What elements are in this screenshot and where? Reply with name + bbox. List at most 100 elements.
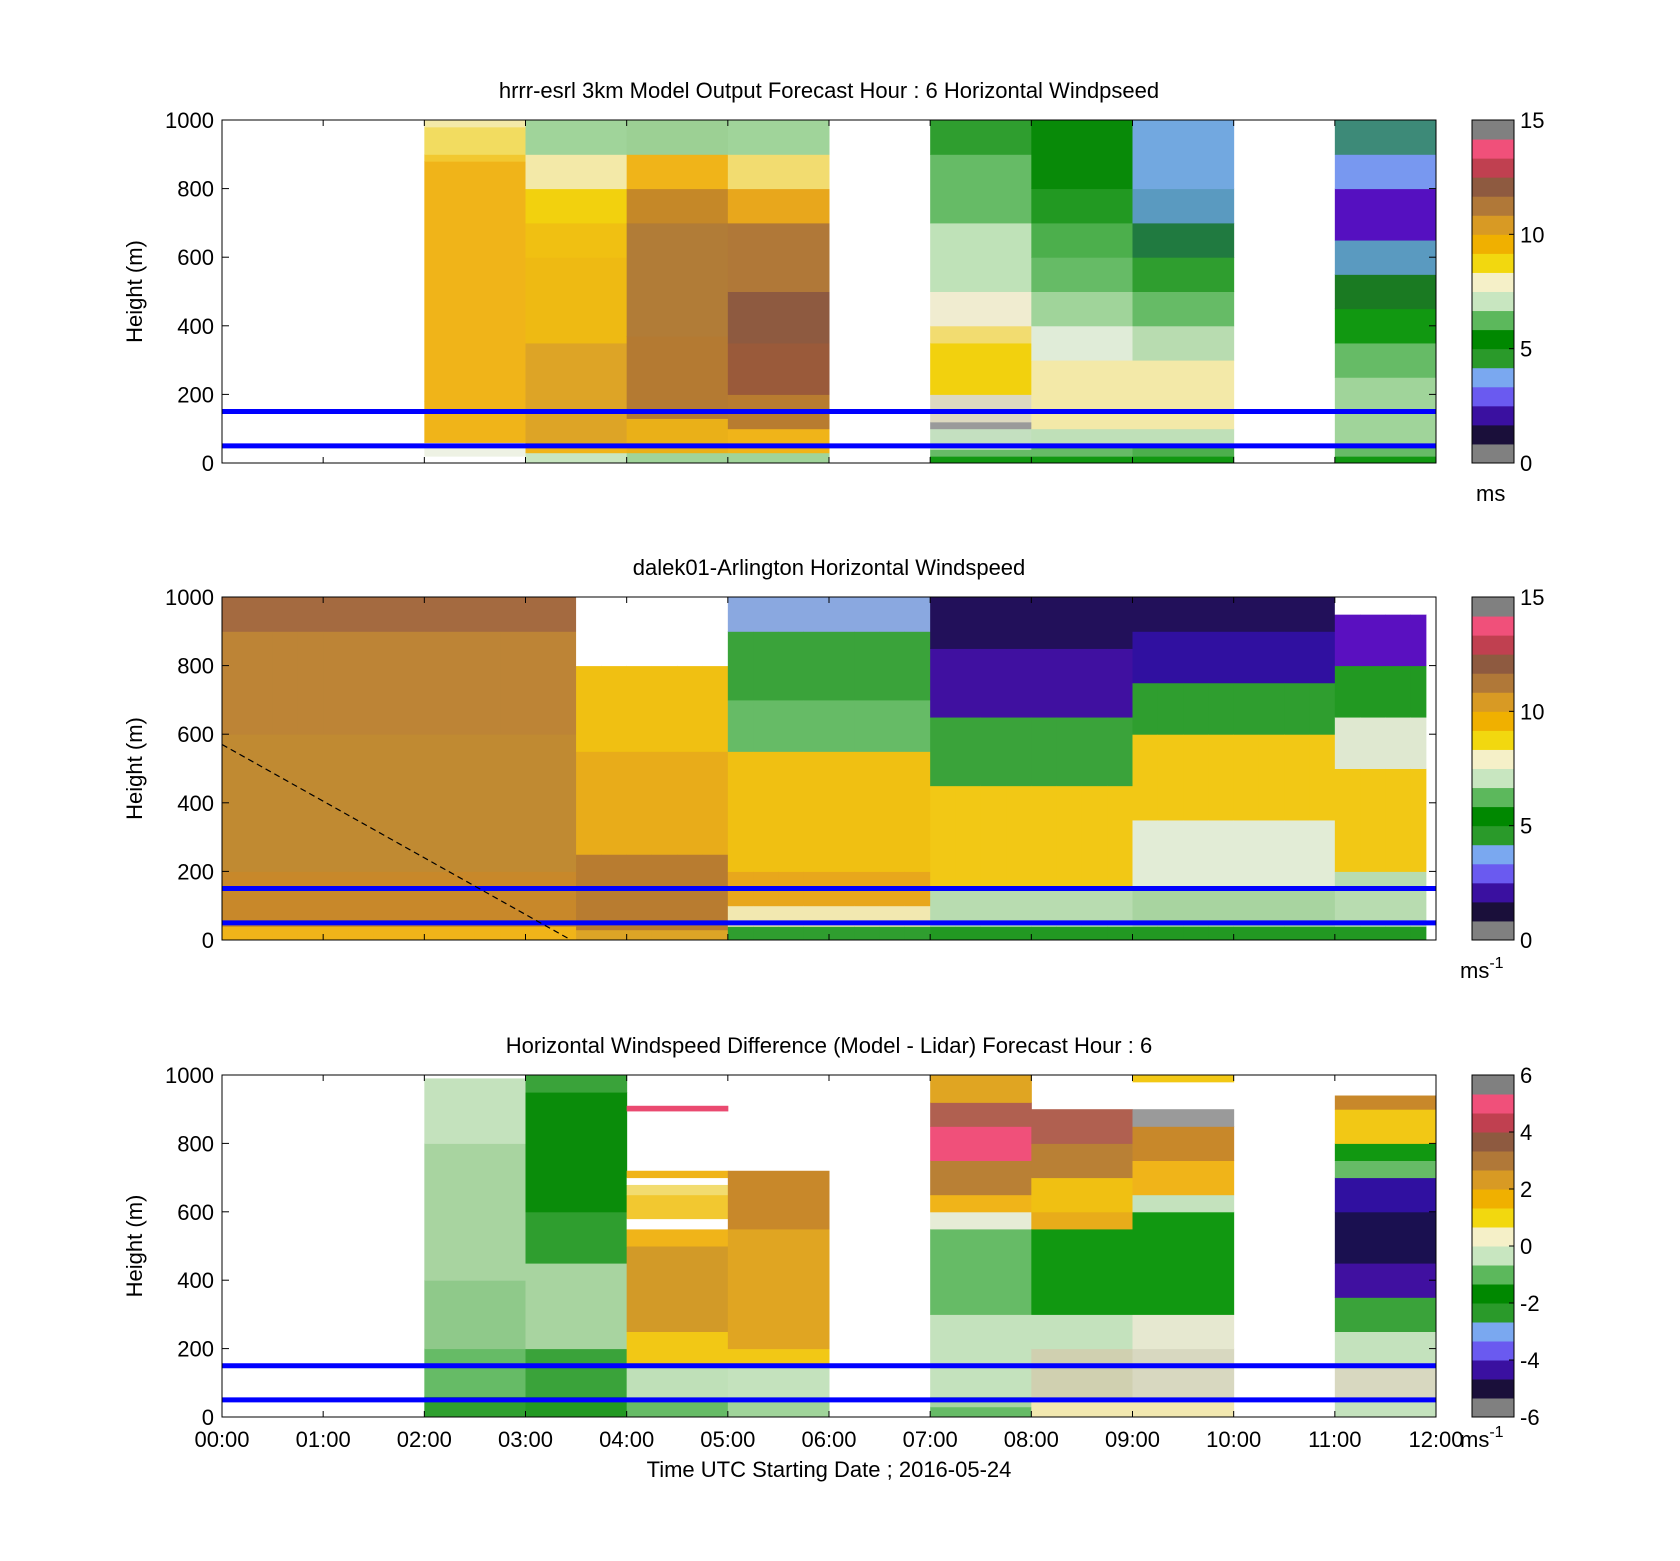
heatmap-cell (1233, 631, 1260, 684)
heatmap-cell (1031, 1211, 1133, 1230)
heatmap-cell (399, 631, 425, 735)
heatmap-cell (753, 699, 779, 752)
heatmap-cell (424, 126, 526, 155)
colorbar-swatch (1472, 196, 1514, 216)
heatmap-cell (1183, 631, 1209, 684)
colorbar-swatch (1472, 1284, 1514, 1304)
heatmap-cell (803, 699, 830, 752)
heatmap-cell (1183, 819, 1209, 890)
heatmap-cell (1334, 120, 1437, 155)
colorbar-tick-label: 10 (1520, 222, 1544, 247)
heatmap-cell (626, 751, 653, 855)
heatmap-cell (626, 1246, 729, 1332)
heatmap-cell (727, 631, 754, 701)
heatmap-cell (1132, 1109, 1235, 1127)
heatmap-cell (677, 751, 704, 855)
heatmap-cell (651, 854, 678, 931)
dashed-line (221, 743, 572, 941)
heatmap-cell (1208, 597, 1235, 632)
heatmap-cell (626, 1228, 729, 1247)
heatmap-cell (500, 631, 526, 735)
heatmap-cell (879, 597, 906, 632)
y-tick-label: 0 (202, 928, 214, 953)
heatmap-cell (373, 734, 400, 872)
heatmap-cell (1132, 1160, 1235, 1196)
heatmap-cell (1107, 597, 1133, 649)
heatmap-cell (677, 665, 704, 752)
colorbar-tick-label: -4 (1520, 1348, 1540, 1373)
heatmap-cell (1334, 456, 1437, 464)
heatmap-cell (727, 751, 754, 872)
heatmap-cell (222, 631, 248, 735)
heatmap-cell (424, 1348, 526, 1397)
heatmap-cell (1006, 648, 1032, 718)
heatmap-cell (1410, 871, 1427, 927)
colorbar-swatch (1472, 253, 1514, 273)
heatmap-cell (1031, 1228, 1133, 1315)
y-tick-label: 800 (177, 1131, 214, 1156)
heatmap-cell (1157, 597, 1184, 632)
x-tick-label: 07:00 (903, 1427, 958, 1452)
heatmap-cell (1309, 819, 1336, 890)
heatmap-cell (1233, 597, 1260, 632)
heatmap-cell (525, 342, 628, 443)
heatmap-cell (1132, 1194, 1235, 1213)
heatmap-cell (601, 665, 628, 752)
colorbar-swatch (1472, 749, 1514, 769)
heatmap-cell (727, 1170, 830, 1230)
heatmap-cell (854, 926, 881, 941)
heatmap-cell (904, 631, 931, 701)
heatmap-cell (348, 734, 375, 872)
heatmap-cell (1031, 597, 1058, 649)
heatmap-cell (854, 597, 881, 632)
colorbar-swatch (1472, 787, 1514, 808)
colorbar-tick-label: 15 (1520, 585, 1544, 610)
heatmap-cell (1031, 926, 1058, 941)
heatmap-cell (1334, 768, 1361, 872)
heatmap-cell (727, 452, 830, 464)
colorbar-unit-label: ms (1476, 481, 1505, 506)
y-axis-label: Height (m) (122, 240, 147, 343)
heatmap-cell (879, 699, 906, 752)
x-tick-label: 11:00 (1308, 1427, 1361, 1452)
heatmap-cell (1031, 188, 1133, 224)
heatmap-cell (930, 1102, 1032, 1127)
heatmap-cell (1031, 445, 1133, 457)
heatmap-cell (601, 751, 628, 855)
heatmap-cell (1031, 257, 1133, 292)
heatmap-cell (803, 926, 830, 941)
heatmap-cell (474, 631, 501, 735)
heatmap-cell (1334, 614, 1361, 667)
heatmap-cell (930, 291, 1032, 327)
heatmap-cell (1360, 926, 1386, 941)
heatmap-cell (550, 597, 577, 632)
heatmap-cell (904, 926, 931, 941)
colorbar-unit-superscript: -1 (1489, 1424, 1503, 1441)
colorbar-swatch (1472, 1360, 1514, 1380)
heatmap-cell (1410, 717, 1427, 769)
heatmap-cell (576, 929, 602, 941)
heatmap-cell (1031, 222, 1133, 258)
y-tick-label: 600 (177, 245, 214, 270)
heatmap-cell (1385, 665, 1412, 718)
y-tick-label: 400 (177, 1268, 214, 1293)
y-tick-label: 800 (177, 177, 214, 202)
x-axis-label: Time UTC Starting Date ; 2016-05-24 (647, 1457, 1012, 1482)
heatmap-cell (373, 631, 400, 735)
heatmap-cell (1410, 926, 1427, 941)
heatmap-cell (1006, 926, 1032, 941)
y-tick-label: 600 (177, 722, 214, 747)
heatmap-cell (601, 597, 628, 667)
colorbar-swatch (1472, 1208, 1514, 1228)
y-tick-label: 800 (177, 654, 214, 679)
heatmap-cell (955, 926, 982, 941)
heatmap-cell (1056, 785, 1083, 890)
heatmap-cell (702, 854, 729, 931)
heatmap-cell (1031, 291, 1133, 327)
heatmap-cell (373, 926, 400, 941)
heatmap-cell (651, 597, 678, 667)
heatmap-cell (1258, 597, 1285, 632)
heatmap-cell (500, 734, 526, 872)
heatmap-cell (1031, 1109, 1133, 1144)
heatmap-cell (1081, 648, 1108, 718)
